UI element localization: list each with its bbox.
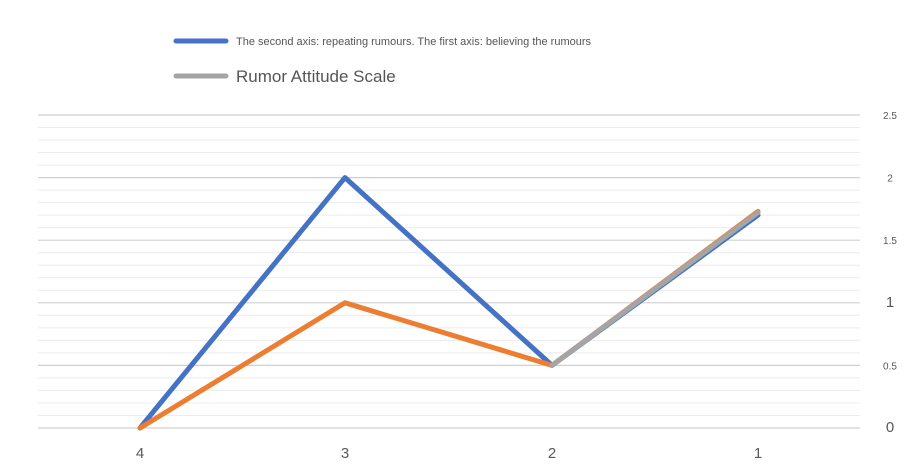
series-line-3	[549, 210, 761, 368]
series-line-2	[137, 208, 761, 431]
x-tick-label: 3	[341, 445, 349, 462]
x-axis-tick-labels: 4 3 2 1	[136, 445, 762, 462]
y-tick-label: 0	[886, 419, 894, 436]
x-tick-label: 1	[754, 445, 762, 462]
y-tick-label: 2.5	[883, 111, 897, 122]
legend-label-series-1: The second axis: repeating rumours. The …	[236, 36, 592, 48]
legend: The second axis: repeating rumours. The …	[173, 36, 592, 86]
y-tick-label: 1	[886, 294, 894, 311]
x-tick-label: 2	[548, 445, 556, 462]
series-lines	[137, 175, 761, 431]
y-tick-label: 0.5	[883, 361, 897, 372]
gridlines	[38, 114, 860, 429]
y-tick-label: 1.5	[883, 236, 897, 247]
x-tick-label: 4	[136, 445, 144, 462]
y-tick-label: 2	[887, 174, 893, 185]
legend-label-series-3: Rumor Attitude Scale	[236, 67, 396, 86]
y-axis-tick-labels: 0 0.5 1 1.5 2 2.5	[883, 111, 897, 436]
